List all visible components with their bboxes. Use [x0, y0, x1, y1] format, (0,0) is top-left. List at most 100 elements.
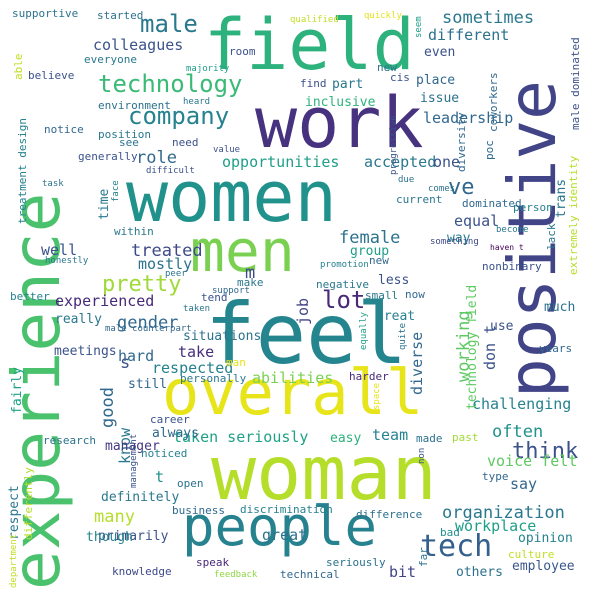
cloud-word: task: [42, 179, 64, 189]
cloud-word: part: [332, 77, 364, 92]
cloud-word: work: [255, 82, 424, 164]
cloud-word: honestly: [45, 256, 89, 266]
cloud-word: male counterpart: [105, 324, 192, 334]
cloud-word: new: [377, 61, 397, 74]
cloud-word: quickly: [364, 11, 402, 21]
cloud-word: respected: [152, 359, 234, 377]
cloud-word: noticed: [141, 447, 188, 460]
cloud-word: well: [41, 241, 78, 259]
cloud-word: man: [226, 356, 246, 369]
cloud-word: new: [369, 254, 389, 267]
cloud-word: better: [10, 290, 50, 303]
cloud-word: feel: [205, 285, 408, 383]
cloud-word: pretty: [102, 272, 182, 297]
cloud-word: t: [155, 468, 165, 486]
cloud-word: s: [120, 353, 131, 373]
cloud-word: personally: [180, 372, 247, 385]
cloud-word: way: [447, 231, 471, 246]
cloud-word: others: [456, 565, 503, 580]
cloud-word: environment: [98, 99, 171, 112]
cloud-word: support: [212, 286, 250, 296]
cloud-word: meetings: [54, 344, 117, 359]
cloud-word: challenging: [472, 395, 572, 413]
cloud-word: treat: [376, 309, 416, 324]
cloud-word: many: [94, 507, 135, 527]
cloud-word: need: [172, 136, 199, 149]
cloud-word: find: [300, 77, 327, 90]
cloud-word: men: [190, 217, 295, 285]
cloud-word: harder: [349, 370, 389, 383]
cloud-word: group: [350, 244, 390, 259]
cloud-word: make: [237, 276, 264, 289]
cloud-word: organization: [442, 503, 565, 523]
cloud-word: haven t: [490, 243, 524, 252]
cloud-word: accepted: [364, 153, 437, 171]
cloud-word: voice felt: [487, 452, 578, 470]
cloud-word: less: [378, 273, 410, 288]
cloud-word: position: [98, 128, 151, 141]
cloud-word: really: [55, 312, 102, 327]
cloud-word: abilities: [252, 369, 334, 387]
cloud-word: department: [9, 533, 19, 588]
cloud-word: tend: [201, 291, 228, 304]
cloud-word: extremely identity: [567, 155, 580, 275]
cloud-word: now: [405, 288, 425, 301]
cloud-word: overall: [162, 356, 424, 429]
cloud-word: feedback: [214, 570, 258, 580]
cloud-word: seem: [414, 16, 424, 38]
cloud-word: equally: [359, 312, 369, 350]
cloud-word: diverse: [408, 331, 426, 395]
cloud-word: see: [119, 136, 139, 149]
cloud-word: bad: [440, 526, 460, 539]
cloud-word: value: [213, 145, 241, 155]
cloud-word: situations: [183, 329, 262, 344]
cloud-word: technology field: [465, 284, 480, 410]
cloud-word: comes: [428, 184, 456, 194]
cloud-word: person: [513, 201, 553, 214]
cloud-word: differently: [22, 467, 35, 540]
cloud-word: supportive: [12, 7, 79, 20]
cloud-word: bit: [389, 563, 417, 581]
cloud-word: taken: [183, 304, 211, 314]
cloud-word: become: [496, 225, 529, 235]
cloud-word: treated: [131, 241, 203, 261]
cloud-word: m: [245, 263, 256, 283]
cloud-word: lot: [322, 286, 366, 314]
cloud-word: career: [150, 413, 190, 426]
cloud-word: always: [152, 426, 199, 441]
cloud-word: primarily: [98, 529, 169, 544]
cloud-word: business: [172, 504, 225, 517]
cloud-word: far: [417, 547, 430, 567]
cloud-word: poc: [483, 140, 496, 160]
cloud-word: discrimination: [240, 503, 333, 516]
cloud-word: role: [136, 148, 177, 168]
cloud-word: place: [416, 73, 456, 88]
cloud-word: one: [433, 153, 461, 171]
cloud-word: equal: [454, 212, 500, 230]
cloud-word: still: [128, 377, 168, 392]
cloud-word: believe: [28, 69, 75, 82]
cloud-word: opinion: [518, 531, 573, 546]
cloud-word: majority: [186, 64, 230, 74]
cloud-word: employee: [512, 559, 575, 574]
cloud-word: easy: [330, 431, 362, 446]
cloud-word: small: [365, 289, 399, 302]
cloud-word: much: [544, 300, 576, 315]
cloud-word: dominated: [462, 197, 522, 210]
cloud-word: face: [111, 180, 121, 202]
cloud-word: difference: [356, 508, 423, 521]
cloud-word: started: [97, 9, 144, 22]
cloud-word: inclusive: [305, 95, 376, 110]
cloud-word: years: [539, 342, 573, 355]
cloud-word: job: [294, 297, 312, 325]
cloud-word: different: [428, 26, 510, 44]
cloud-word: lack: [545, 223, 558, 251]
cloud-word: quite: [398, 322, 408, 350]
cloud-word: sometimes: [442, 8, 535, 28]
cloud-word: cis: [390, 71, 410, 84]
cloud-word: notice: [44, 123, 84, 136]
cloud-word: made: [416, 432, 443, 445]
cloud-word: nonbinary: [482, 260, 542, 273]
cloud-word: often: [492, 422, 544, 442]
cloud-word: issue: [420, 91, 460, 106]
